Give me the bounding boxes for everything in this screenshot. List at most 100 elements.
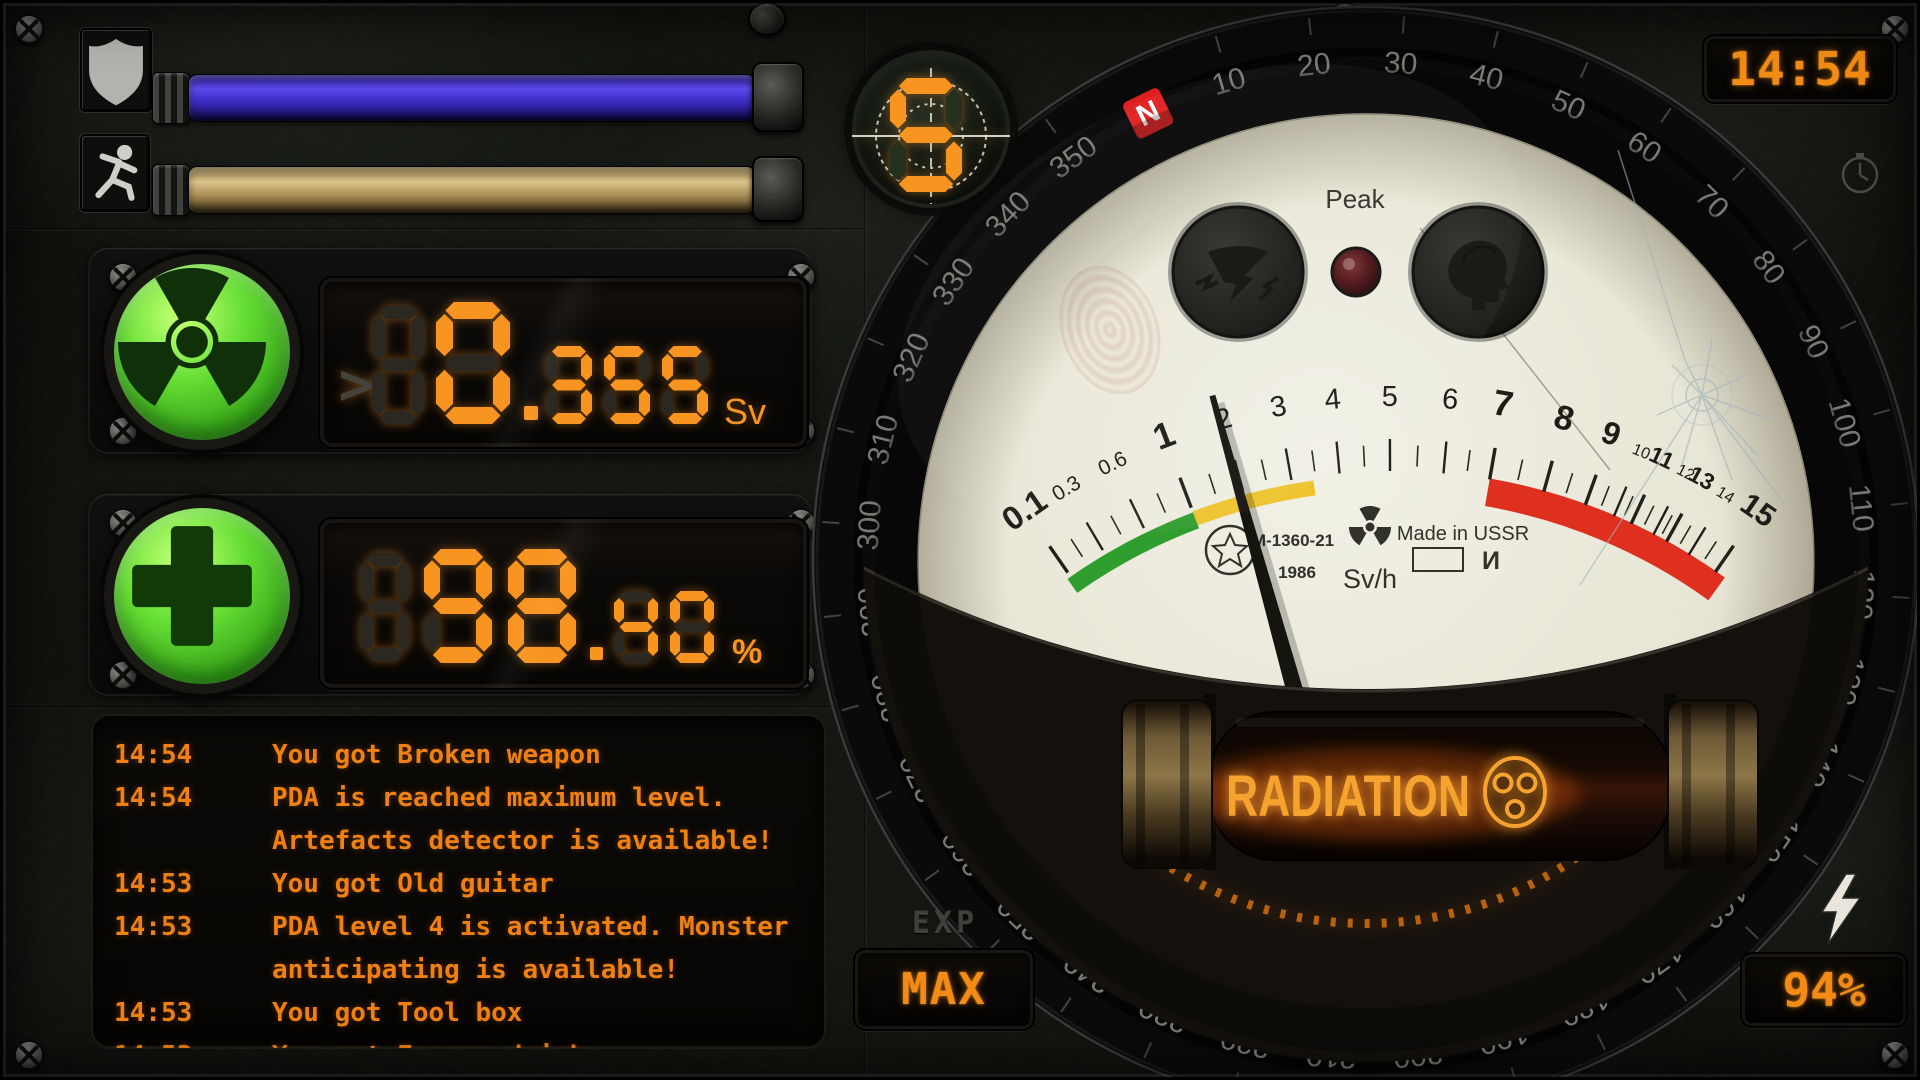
svg-text:110: 110 <box>1842 482 1880 533</box>
seg-digit-segment <box>546 353 557 381</box>
anomaly-detector-button[interactable] <box>1168 202 1308 342</box>
log-time: 14:53 <box>114 869 193 899</box>
log-row: 14:53 You got Tool box <box>114 992 810 1035</box>
svg-text:40: 40 <box>1466 57 1506 97</box>
seg-digit-segment <box>516 647 568 663</box>
seg-digit-segment <box>372 315 385 360</box>
seg-digit-segment <box>704 598 714 623</box>
scale-label: 10 <box>1630 441 1653 464</box>
panel-screw <box>108 416 138 446</box>
seg-digit-segment <box>668 346 702 357</box>
origin-label: Made in USSR <box>1397 523 1529 545</box>
scale-band <box>1485 478 1725 601</box>
panel-seam <box>0 706 864 709</box>
seg-digit-segment <box>411 315 424 360</box>
seg-digit-segment <box>614 631 624 656</box>
radiation-unit: Sv <box>724 391 766 432</box>
armor-bar <box>188 74 756 122</box>
seg-digit-segment <box>890 141 906 181</box>
lightning-icon <box>1820 873 1862 945</box>
health-cross-icon <box>132 526 252 646</box>
seg-digit-segment <box>493 313 510 357</box>
seg-digit-segment <box>898 176 954 192</box>
seg-digit-segment <box>436 369 453 413</box>
quality-mark-label: И <box>1482 547 1500 575</box>
armor-bar-end-knob <box>752 62 804 132</box>
hex-bolt <box>748 2 786 36</box>
radiation-display: > Sv <box>318 276 809 449</box>
scale-label: 12 <box>1674 461 1698 484</box>
seg-digit-segment <box>508 560 524 600</box>
peak-label: Peak <box>1325 184 1385 214</box>
seg-digit-segment <box>581 353 592 381</box>
seg-digit-segment <box>379 411 417 424</box>
year-label: 1986 <box>1278 563 1316 582</box>
seg-digit-segment <box>639 353 650 381</box>
seg-digit-segment <box>476 560 492 600</box>
seg-digit-segment <box>424 560 440 600</box>
log-time: 14:53 <box>114 998 193 1028</box>
seg-digit-segment <box>372 370 385 415</box>
scale-label: 5 <box>1382 381 1398 413</box>
log-time: 14:54 <box>114 783 193 813</box>
log-text: You got Old guitar <box>272 869 554 899</box>
seg-digit-segment <box>445 302 501 319</box>
fingerprint-smudge <box>1059 265 1161 395</box>
radiation-tube: RADIATION <box>1121 694 1759 870</box>
clock-time: 14:54 <box>1728 42 1872 96</box>
seg-digit-segment <box>516 549 568 565</box>
seg-digit-segment <box>379 358 417 372</box>
glass-glare <box>898 64 1522 536</box>
seg-digit-segment <box>946 89 962 129</box>
shield-icon <box>80 28 152 112</box>
seg-digit-segment <box>668 413 702 424</box>
unit-label: Sv/h <box>1343 564 1397 594</box>
seg-digit-segment <box>614 598 624 623</box>
stamina-bar <box>188 166 756 214</box>
timer-icon <box>1841 153 1879 194</box>
seg-digit-segment <box>675 591 709 601</box>
log-time: 14:53 <box>114 912 193 942</box>
seg-digit-segment <box>648 598 658 623</box>
compass-bearing: 300 <box>822 499 888 551</box>
log-time: 14:54 <box>114 740 193 770</box>
log-text: You got Broken weapon <box>272 740 601 770</box>
seg-digit-segment <box>493 369 510 413</box>
compass-bearing: 110 <box>1842 482 1909 534</box>
seg-digit-segment <box>360 562 373 602</box>
runner-icon <box>80 134 150 212</box>
trefoil-stamp-icon <box>1348 505 1392 546</box>
stamina-bar-cap <box>152 164 190 216</box>
seg-digit-segment <box>619 622 653 632</box>
seg-digit-segment <box>424 612 440 652</box>
log-text: You got Tool box <box>272 998 523 1028</box>
seg-digit-segment <box>397 612 410 652</box>
seg-digit-segment <box>581 389 592 417</box>
frame-screw <box>1880 1040 1910 1070</box>
scale-label: 6 <box>1441 383 1460 416</box>
peak-led <box>1330 246 1382 298</box>
radiation-tube-label: RADIATION <box>1226 764 1470 829</box>
seg-digit-segment <box>670 631 680 656</box>
tornado-icon <box>1208 246 1268 302</box>
seg-digit-segment <box>675 622 709 632</box>
log-time <box>114 949 272 992</box>
monster-detector-button[interactable] <box>1408 202 1548 342</box>
radiation-button[interactable] <box>104 254 300 450</box>
frame-screw <box>14 1040 44 1070</box>
stamina-bar-end-knob <box>752 156 804 222</box>
seg-digit-segment <box>560 560 576 600</box>
log-text: PDA is reached maximum level. <box>272 783 726 813</box>
seg-digit-segment <box>432 549 484 565</box>
battery-display: 94% <box>1740 952 1908 1028</box>
seg-digit-segment <box>668 379 702 391</box>
seg-digit-segment <box>552 379 586 391</box>
panel-seam <box>0 228 864 231</box>
dosimeter-gauge: 1020304050607080901001101201301401501601… <box>811 5 1920 1080</box>
scale-band <box>1067 512 1200 593</box>
health-button[interactable] <box>104 498 300 694</box>
scale-label: 3 <box>1268 390 1290 424</box>
seg-digit-segment <box>546 389 557 417</box>
